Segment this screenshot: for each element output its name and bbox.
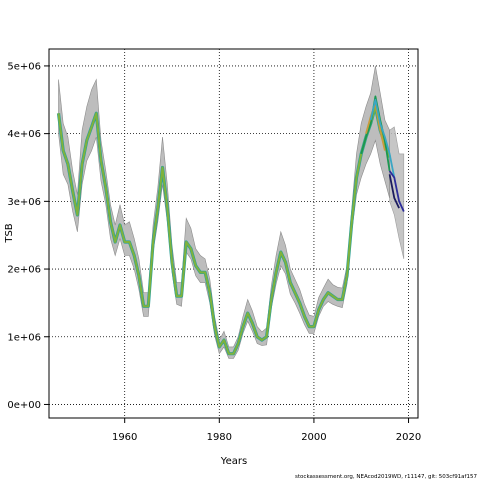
retro-line: [388, 170, 405, 212]
footer-credit: stockassessment.org, NEAcod2019WD, r1114…: [295, 474, 477, 480]
x-tick-label: 1980: [207, 432, 232, 443]
x-axis: 1960 1980 2000 2020: [112, 418, 421, 443]
y-tick-label: 1e+06: [7, 332, 41, 343]
x-tick-label: 2000: [301, 432, 326, 443]
series-line: [57, 105, 391, 355]
y-tick-label: 3e+06: [7, 197, 41, 208]
y-tick-label: 2e+06: [7, 265, 41, 276]
y-axis: 0e+00 1e+06 2e+06 3e+06 4e+06 5e+06: [7, 61, 49, 411]
retro-line: [369, 98, 396, 178]
x-tick-label: 1960: [112, 432, 137, 443]
retro-line: [360, 95, 391, 172]
y-tick-label: 5e+06: [7, 61, 41, 72]
x-axis-title: Years: [220, 456, 247, 467]
plot-frame: [48, 48, 419, 419]
retro-line: [388, 174, 400, 209]
y-axis-title: TSB: [4, 223, 15, 243]
series-lines: [56, 95, 405, 356]
y-tick-label: 4e+06: [7, 129, 41, 140]
x-tick-label: 2020: [396, 432, 421, 443]
y-tick-label: 0e+00: [7, 400, 41, 411]
